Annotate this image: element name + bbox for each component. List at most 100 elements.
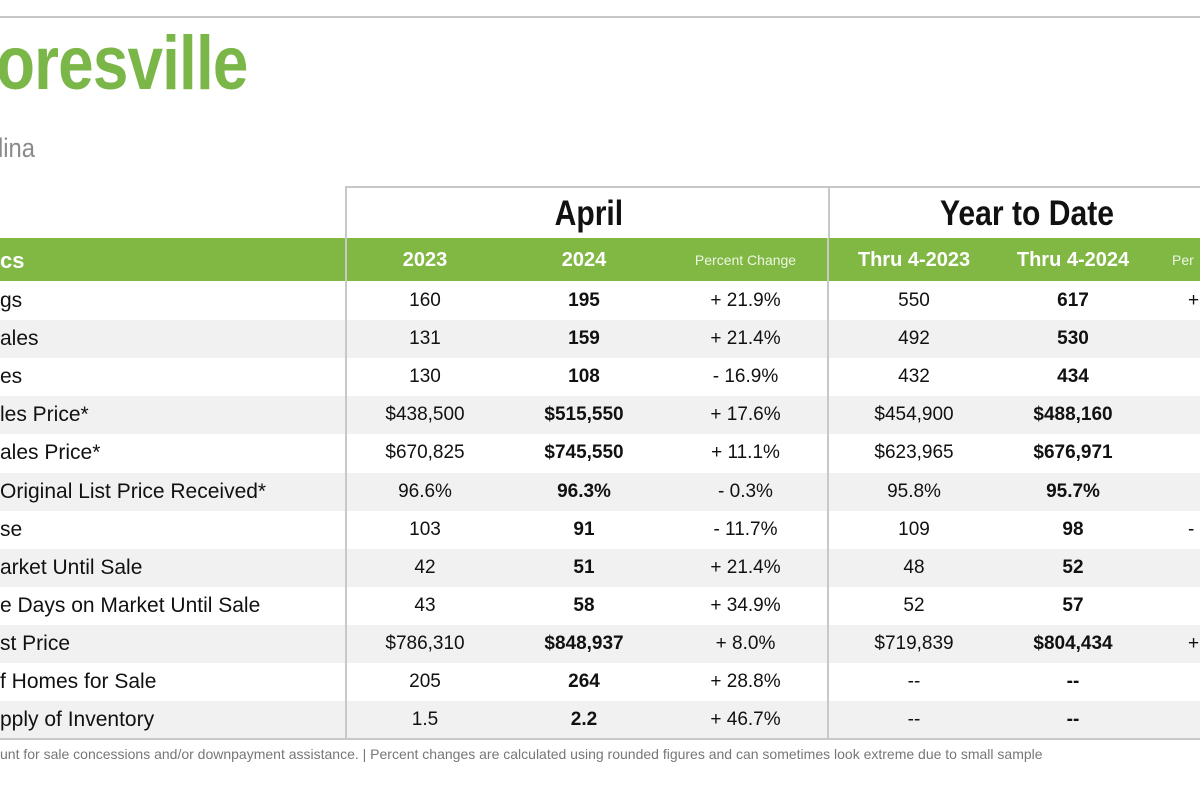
table-row: se 103 91 - 11.7% 109 98 - — [0, 511, 1200, 549]
table-row: les Price* $438,500 $515,550 + 17.6% $454,90… — [0, 396, 1200, 435]
cell-m2024: 195 — [568, 290, 600, 311]
cell-mpct: + 28.8% — [710, 671, 781, 692]
table-row: ales 131 159 + 21.4% 492 530 — [0, 320, 1200, 359]
row-label: es — [0, 365, 23, 389]
cell-y2024: 95.7% — [1046, 480, 1100, 502]
cell-y2023: $719,839 — [874, 632, 954, 654]
col-header-m2023: 2023 — [402, 249, 448, 271]
cell-ypct — [1188, 434, 1200, 472]
cell-ypct: + — [1188, 290, 1200, 311]
group-ytd-label: Year to Date — [940, 194, 1114, 233]
cell-y2023: 52 — [903, 594, 925, 616]
cell-ypct — [1188, 587, 1200, 625]
cell-y2023: 95.8% — [887, 480, 941, 502]
cell-m2023: 131 — [409, 328, 441, 350]
cell-m2023: 205 — [409, 671, 441, 692]
group-header-ytd: Year to Date — [828, 186, 1200, 240]
col-header-mpct: Percent Change — [694, 252, 797, 268]
cell-ypct — [1188, 701, 1200, 739]
cell-ypct — [1188, 549, 1200, 587]
row-label: gs — [0, 289, 23, 312]
table-row: f Homes for Sale 205 264 + 28.8% -- -- — [0, 663, 1200, 701]
cell-ypct — [1188, 663, 1200, 701]
cell-y2023: -- — [907, 671, 921, 692]
cell-mpct: + 21.4% — [710, 556, 781, 578]
cell-y2024: $488,160 — [1033, 404, 1113, 426]
cell-m2023: 43 — [414, 594, 436, 616]
cell-m2024: 159 — [568, 328, 600, 350]
col-header-m2024: 2024 — [561, 249, 607, 271]
row-label: ales — [0, 327, 39, 351]
cell-m2024: $848,937 — [544, 632, 624, 654]
table-row: e Days on Market Until Sale 43 58 + 34.9% 52… — [0, 587, 1200, 625]
table-row: st Price $786,310 $848,937 + 8.0% $719,839 $8… — [0, 624, 1200, 663]
cell-y2023: 550 — [898, 290, 930, 311]
cell-ypct: - — [1188, 518, 1195, 540]
cell-m2023: 42 — [414, 556, 436, 578]
cell-y2024: 530 — [1057, 328, 1089, 350]
cell-ypct: + — [1188, 632, 1200, 654]
cell-m2024: 2.2 — [570, 709, 598, 731]
column-divider — [345, 238, 347, 739]
cell-mpct: - 11.7% — [713, 518, 778, 540]
top-rule — [0, 16, 1200, 18]
column-header-bar — [0, 238, 1200, 281]
row-label: pply of Inventory — [0, 708, 155, 732]
cell-m2023: 96.6% — [398, 480, 452, 502]
cell-ypct — [1188, 320, 1200, 358]
cell-m2024: 264 — [568, 671, 600, 692]
table-bottom-rule — [0, 738, 1200, 740]
group-header-month: April — [345, 186, 830, 240]
cell-y2023: $454,900 — [874, 404, 954, 426]
cell-ypct — [1188, 473, 1200, 511]
cell-m2023: 160 — [409, 290, 441, 311]
col-header-ypct: Per — [1172, 252, 1194, 268]
table-row: es 130 108 - 16.9% 432 434 — [0, 358, 1200, 396]
cell-mpct: + 21.9% — [710, 290, 781, 311]
cell-y2023: $623,965 — [874, 442, 954, 464]
table-row: arket Until Sale 42 51 + 21.4% 48 52 — [0, 548, 1200, 587]
col-header-metric: cs — [0, 248, 25, 273]
cell-m2023: $438,500 — [385, 404, 465, 426]
cell-y2024: -- — [1066, 671, 1080, 692]
cell-y2023: 48 — [903, 556, 925, 578]
row-label: les Price* — [0, 403, 89, 427]
row-label: se — [0, 517, 23, 541]
cell-mpct: + 46.7% — [710, 709, 781, 731]
cell-m2023: 103 — [409, 518, 441, 540]
cell-m2024: 51 — [573, 556, 595, 578]
group-month-label: April — [554, 194, 623, 233]
table-row: pply of Inventory 1.5 2.2 + 46.7% -- -- — [0, 701, 1200, 740]
cell-mpct: + 8.0% — [715, 632, 776, 654]
col-header-y2024: Thru 4-2024 — [1016, 249, 1130, 271]
cell-y2024: $676,971 — [1033, 442, 1113, 464]
cell-mpct: - 0.3% — [718, 480, 773, 502]
table-row: ales Price* $670,825 $745,550 + 11.1% $623,9… — [0, 434, 1200, 472]
column-divider — [827, 238, 829, 739]
cell-y2024: 52 — [1062, 556, 1084, 578]
row-label: f Homes for Sale — [0, 670, 157, 693]
cell-mpct: - 16.9% — [712, 366, 779, 388]
cell-m2023: $670,825 — [385, 442, 465, 464]
row-label: st Price — [0, 631, 71, 655]
table-row: Original List Price Received* 96.6% 96.3% -… — [0, 472, 1200, 511]
table-row: gs 160 195 + 21.9% 550 617 + — [0, 282, 1200, 320]
col-header-y2023: Thru 4-2023 — [857, 249, 971, 271]
page-subtitle: lina — [0, 133, 35, 163]
row-label: ales Price* — [0, 441, 101, 465]
cell-m2024: $745,550 — [544, 442, 624, 464]
cell-y2024: -- — [1066, 709, 1080, 731]
cell-mpct: + 11.1% — [711, 442, 780, 464]
cell-y2024: 57 — [1062, 594, 1084, 616]
cell-ypct — [1188, 358, 1200, 396]
cell-mpct: + 17.6% — [710, 404, 781, 426]
cell-m2024: 58 — [573, 594, 595, 616]
row-label: Original List Price Received* — [0, 479, 267, 503]
cell-m2023: 130 — [409, 366, 441, 388]
cell-y2024: 434 — [1057, 366, 1089, 388]
cell-y2024: 98 — [1062, 518, 1084, 540]
footnote: unt for sale concessions and/or downpaym… — [0, 746, 1043, 762]
cell-mpct: + 34.9% — [710, 594, 781, 616]
cell-y2023: 432 — [898, 366, 930, 388]
cell-m2024: 91 — [573, 518, 595, 540]
